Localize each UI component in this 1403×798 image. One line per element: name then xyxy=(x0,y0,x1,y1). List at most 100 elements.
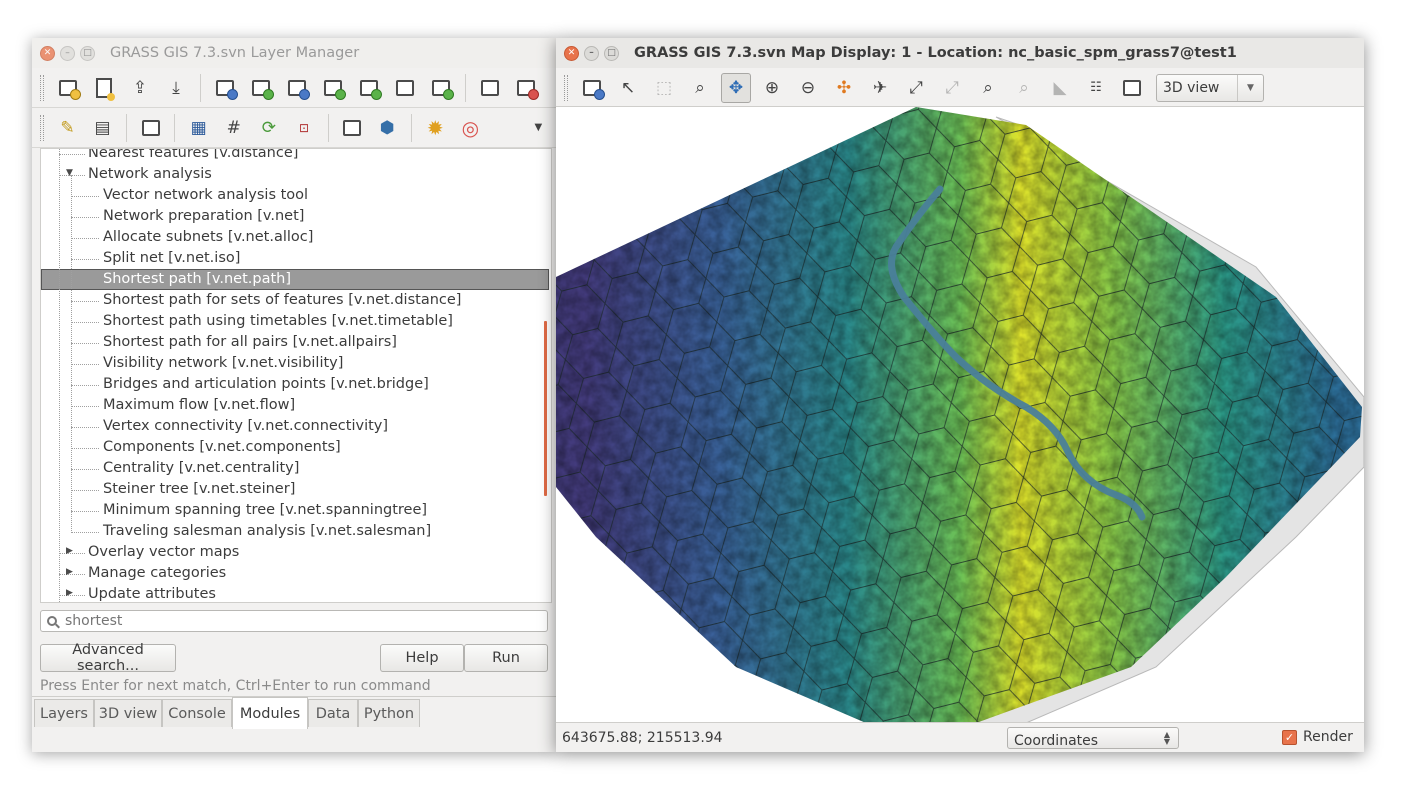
tree-module[interactable]: Traveling salesman analysis [v.net.sales… xyxy=(103,523,432,539)
map-calculator-icon[interactable] xyxy=(136,113,165,143)
collapsed-arrow-icon[interactable]: ▶ xyxy=(66,588,73,598)
toolbar-overflow-icon[interactable]: ▼ xyxy=(534,122,543,133)
toolbar-separator xyxy=(126,113,128,142)
analyze-icon[interactable]: ◣ xyxy=(1053,77,1067,98)
query-icon[interactable]: ⌕ xyxy=(695,77,705,98)
overlay-icon[interactable]: ☷ xyxy=(1090,80,1102,95)
minimize-window-icon[interactable]: – xyxy=(584,45,599,61)
zoom-region-icon[interactable]: ⌕ xyxy=(983,77,993,98)
remove-layer-icon[interactable] xyxy=(511,73,541,103)
open-workspace-icon[interactable]: ⇪ xyxy=(132,77,148,98)
toolbar-grip[interactable] xyxy=(564,74,568,101)
tree-module[interactable]: Steiner tree [v.net.steiner] xyxy=(103,481,296,497)
toolbar-separator xyxy=(174,113,176,142)
tree-module[interactable]: Shortest path using timetables [v.net.ti… xyxy=(103,313,453,329)
tree-module[interactable]: Components [v.net.components] xyxy=(103,439,341,455)
statusbar-mode-select[interactable]: Coordinates ▲ ▼ xyxy=(1007,727,1179,749)
maximize-window-icon[interactable]: □ xyxy=(80,45,95,61)
tree-category[interactable]: Update attributes xyxy=(88,586,216,602)
select-icon[interactable]: ⬚ xyxy=(655,77,673,98)
add-raster-misc-icon[interactable] xyxy=(282,73,312,103)
tree-connector xyxy=(71,259,99,260)
edit-vector-icon[interactable]: ✎ xyxy=(60,117,75,138)
tree-module[interactable]: Minimum spanning tree [v.net.spanningtre… xyxy=(103,502,428,518)
new-workspace-icon[interactable] xyxy=(89,73,119,103)
settings-icon[interactable]: ✹ xyxy=(426,115,444,140)
toolbar-grip[interactable] xyxy=(40,114,44,141)
tab-python[interactable]: Python xyxy=(358,699,420,727)
save-image-icon[interactable] xyxy=(1117,73,1147,103)
tree-module[interactable]: Network preparation [v.net] xyxy=(103,208,305,224)
tree-module[interactable]: Shortest path [v.net.path] xyxy=(41,269,549,290)
add-overlay-icon[interactable] xyxy=(390,73,420,103)
tab-layers[interactable]: Layers xyxy=(34,699,94,727)
tree-module[interactable]: Maximum flow [v.net.flow] xyxy=(103,397,296,413)
tree-module[interactable]: Bridges and articulation points [v.net.b… xyxy=(103,376,429,392)
zoom-options-icon[interactable]: ✣ xyxy=(836,77,852,98)
advanced-search-button[interactable]: Advanced search... xyxy=(40,642,176,674)
map-canvas[interactable] xyxy=(556,106,1364,722)
workspace-settings-icon[interactable]: ⟳ xyxy=(261,117,277,138)
terrain-3d-view[interactable] xyxy=(556,107,1364,722)
script-icon[interactable] xyxy=(338,113,367,143)
tree-module[interactable]: Split net [v.net.iso] xyxy=(103,250,241,266)
attribute-table-icon[interactable]: ▤ xyxy=(94,117,111,138)
help-icon[interactable]: ◎ xyxy=(461,115,480,140)
tree-module[interactable]: Allocate subnets [v.net.alloc] xyxy=(103,229,314,245)
zoom-extent-icon[interactable]: ⤢ xyxy=(909,77,923,98)
new-display-icon[interactable] xyxy=(53,73,83,103)
tree-module[interactable]: Vertex connectivity [v.net.connectivity] xyxy=(103,418,389,434)
pan-icon[interactable]: ✥ xyxy=(721,72,751,103)
add-raster-icon[interactable] xyxy=(210,73,240,103)
map-statusbar: 643675.88; 215513.94 Coordinates ▲ ▼ ✓ Re… xyxy=(556,722,1364,752)
toolbar-grip[interactable] xyxy=(40,74,44,101)
zoom-out-icon[interactable]: ⊖ xyxy=(800,77,816,98)
view-mode-select[interactable]: 3D view ▼ xyxy=(1156,73,1264,102)
tree-category[interactable]: Nearest features [v.distance] xyxy=(88,148,299,161)
collapsed-arrow-icon[interactable]: ▶ xyxy=(66,546,73,556)
tab-3d-view[interactable]: 3D view xyxy=(94,699,162,727)
render-map-icon[interactable] xyxy=(577,73,607,103)
add-multiple-raster-icon[interactable] xyxy=(246,73,276,103)
toolbar-separator xyxy=(465,73,466,102)
tree-category[interactable]: Manage categories xyxy=(88,565,227,581)
tree-category[interactable]: Overlay vector maps xyxy=(88,544,240,560)
fly-icon[interactable]: ✈ xyxy=(872,77,888,98)
minimize-window-icon[interactable]: – xyxy=(60,45,75,61)
tree-module[interactable]: Shortest path for all pairs [v.net.allpa… xyxy=(103,334,397,350)
duplicate-layer-icon[interactable] xyxy=(475,73,505,103)
tree-module[interactable]: Centrality [v.net.centrality] xyxy=(103,460,300,476)
save-workspace-icon[interactable]: ⤓ xyxy=(172,77,180,98)
zoom-menu-icon[interactable]: ⌕ xyxy=(1019,77,1029,98)
graphical-modeler-icon[interactable]: # xyxy=(226,117,241,138)
zoom-back-icon[interactable]: ⤢ xyxy=(945,77,959,98)
tab-data[interactable]: Data xyxy=(308,699,358,727)
layer-manager-titlebar[interactable]: ✕ – □ GRASS GIS 7.3.svn Layer Manager xyxy=(32,38,556,68)
tree-category[interactable]: Network analysis xyxy=(88,166,212,182)
close-window-icon[interactable]: ✕ xyxy=(564,45,579,61)
tree-module[interactable]: Shortest path for sets of features [v.ne… xyxy=(103,292,462,308)
add-web-service-icon[interactable] xyxy=(426,73,456,103)
tree-scrollbar[interactable] xyxy=(544,321,547,496)
run-button[interactable]: Run xyxy=(464,644,548,672)
expanded-arrow-icon[interactable]: ▼ xyxy=(66,168,73,178)
maximize-window-icon[interactable]: □ xyxy=(604,45,619,61)
add-vector-icon[interactable] xyxy=(318,73,348,103)
view-mode-value: 3D view xyxy=(1163,79,1220,96)
georectify-icon[interactable]: ▦ xyxy=(190,117,207,138)
add-multiple-vector-icon[interactable] xyxy=(354,73,384,103)
create-map-icon[interactable]: ⊡ xyxy=(298,120,310,135)
map-display-titlebar[interactable]: ✕ – □ GRASS GIS 7.3.svn Map Display: 1 -… xyxy=(556,38,1364,68)
tab-console[interactable]: Console xyxy=(162,699,232,727)
tree-module[interactable]: Visibility network [v.net.visibility] xyxy=(103,355,344,371)
render-checkbox[interactable]: ✓ Render xyxy=(1282,729,1353,745)
tab-modules[interactable]: Modules xyxy=(232,697,308,729)
search-input[interactable] xyxy=(65,613,525,629)
tree-module[interactable]: Vector network analysis tool xyxy=(103,187,309,203)
zoom-in-icon[interactable]: ⊕ xyxy=(764,77,780,98)
close-window-icon[interactable]: ✕ xyxy=(40,45,55,61)
python-icon[interactable]: ⬢ xyxy=(379,117,395,138)
pointer-icon[interactable]: ↖ xyxy=(620,77,636,98)
collapsed-arrow-icon[interactable]: ▶ xyxy=(66,567,73,577)
help-button[interactable]: Help xyxy=(380,644,464,672)
